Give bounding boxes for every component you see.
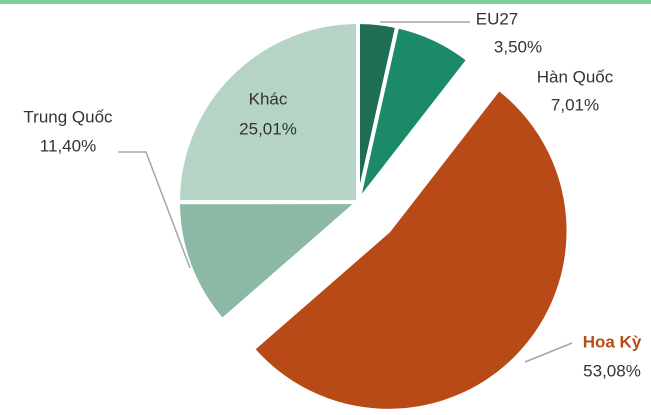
slice-value: 3,50%	[494, 37, 542, 56]
top-border	[0, 0, 651, 4]
pie	[175, 19, 571, 413]
slice-value: 53,08%	[583, 361, 641, 380]
slice-name: EU27	[476, 9, 519, 28]
leader-line	[118, 151, 191, 269]
pie-slice	[356, 23, 472, 204]
slice-name: Trung Quốc	[23, 107, 113, 126]
labels: EU27 3,50% Hàn Quốc 7,01% Hoa Kỳ 53,08% Trung …	[23, 9, 641, 380]
pie-slice	[175, 19, 360, 205]
slice-name: Hoa Kỳ	[583, 332, 642, 351]
slice-name: Khác	[249, 89, 288, 108]
pie-slice	[250, 85, 571, 413]
slice-value: 25,01%	[239, 119, 297, 138]
slice-name: Hàn Quốc	[537, 67, 614, 86]
slice-value: 11,40%	[40, 136, 96, 155]
leader-line	[524, 342, 573, 363]
slice-value: 7,01%	[551, 95, 599, 114]
